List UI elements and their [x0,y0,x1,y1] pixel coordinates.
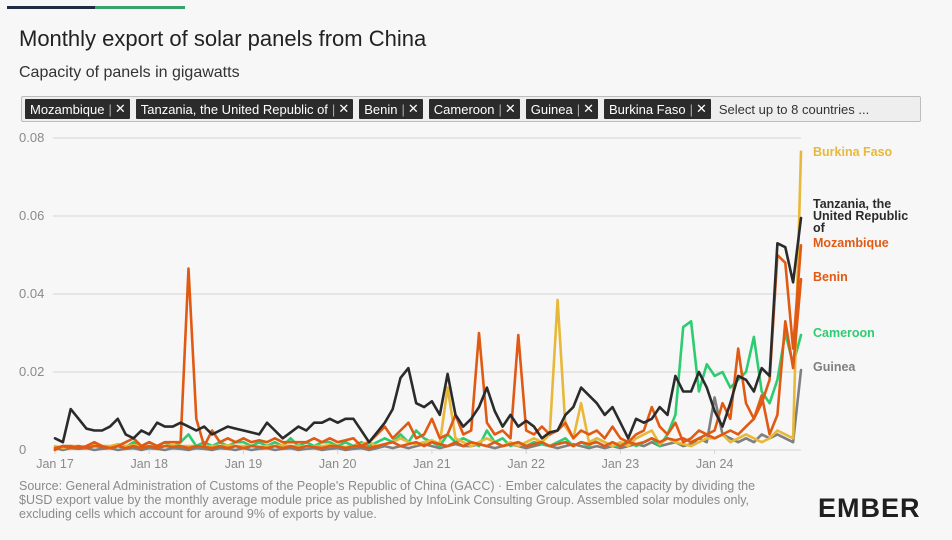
source-note: Source: General Administration of Custom… [19,479,756,521]
x-tick-label: Jan 18 [130,457,168,471]
series-end-label: Cameroon [813,326,875,340]
accent-bar [7,6,185,9]
y-tick-label: 0.04 [19,286,44,301]
close-icon[interactable]: ✕ [114,101,126,116]
chip-label: Mozambique [30,101,105,117]
chip-label: Guinea [530,101,573,117]
chip-tanzania: Tanzania, the United Republic of | ✕ [135,99,354,119]
chip-burkina-faso: Burkina Faso | ✕ [603,99,711,119]
accent-bar-dark [7,6,95,9]
series-end-label: Burkina Faso [813,145,893,159]
x-tick-label: Jan 19 [225,457,263,471]
close-icon[interactable]: ✕ [504,101,516,116]
x-tick-label: Jan 22 [507,457,545,471]
chip-benin: Benin | ✕ [359,99,423,119]
series-end-label: Tanzania, the United Republic of [813,197,908,235]
country-selector[interactable]: Mozambique | ✕ Tanzania, the United Republ… [21,96,921,122]
series-line-mozambique [53,244,803,450]
chip-guinea: Guinea | ✕ [525,99,598,119]
chart-subtitle: Capacity of panels in gigawatts [19,64,240,81]
series-end-label: Mozambique [813,236,889,250]
series-end-label: Benin [813,270,848,284]
close-icon[interactable]: ✕ [407,101,419,116]
close-icon[interactable]: ✕ [583,101,594,116]
y-tick-label: 0.06 [19,208,44,223]
accent-bar-green [95,6,185,9]
chart-title: Monthly export of solar panels from Chin… [19,26,427,51]
close-icon[interactable]: ✕ [338,101,350,116]
chip-label: Tanzania, the United Republic of [140,101,328,117]
close-icon[interactable]: ✕ [695,101,707,116]
y-tick-label: 0 [19,442,26,457]
x-tick-label: Jan 21 [413,457,451,471]
chip-mozambique: Mozambique | ✕ [25,99,130,119]
country-search-input[interactable]: Select up to 8 countries ... [718,101,870,117]
y-tick-label: 0.08 [19,130,44,145]
chip-label: Burkina Faso [608,101,686,117]
chip-cameroon: Cameroon | ✕ [428,99,520,119]
ember-logo: EMBER [818,493,921,523]
series-line-benin [53,267,803,452]
x-tick-label: Jan 20 [319,457,357,471]
x-tick-label: Jan 24 [696,457,734,471]
y-tick-label: 0.02 [19,364,44,379]
series-line-tanzania-the-united-republic-of [53,216,803,444]
x-tick-label: Jan 17 [36,457,74,471]
series-end-label: Guinea [813,360,856,374]
chip-label: Benin [364,101,398,117]
x-tick-label: Jan 23 [602,457,640,471]
chip-label: Cameroon [433,101,495,117]
